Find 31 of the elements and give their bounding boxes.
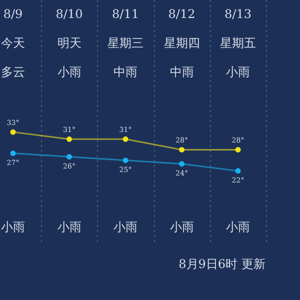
text: 星期三 [108, 36, 144, 50]
point [66, 154, 72, 160]
text: 小雨 [170, 220, 194, 234]
x-tick-label: 8/11 [112, 7, 139, 22]
text: 小雨 [57, 65, 82, 80]
text: 小雨 [57, 220, 82, 234]
x-tick-label: 8/10 [56, 7, 83, 22]
text: 小雨 [226, 220, 250, 234]
x-tick-label: 8/13 [224, 7, 252, 22]
x-tick-label: 8/9 [3, 7, 23, 22]
text: 小雨 [1, 220, 25, 234]
text: 中雨 [114, 65, 138, 80]
point [235, 146, 241, 152]
text: 小雨 [226, 65, 250, 80]
point [10, 150, 16, 156]
text: 明天 [57, 36, 82, 50]
point [179, 161, 184, 167]
text: 今天 [1, 36, 25, 50]
text: 星期五 [220, 36, 256, 50]
point [122, 136, 128, 142]
point [10, 129, 16, 135]
point [179, 146, 184, 152]
text: 小雨 [114, 220, 138, 234]
point [66, 136, 72, 142]
x-tick-label: 8/12 [168, 7, 196, 22]
point [122, 158, 128, 164]
text: 8月9日6时 更新 [178, 257, 266, 272]
point [235, 168, 241, 174]
text: 中雨 [170, 65, 194, 80]
text: 星期四 [164, 36, 200, 50]
text: 多云 [1, 65, 25, 80]
